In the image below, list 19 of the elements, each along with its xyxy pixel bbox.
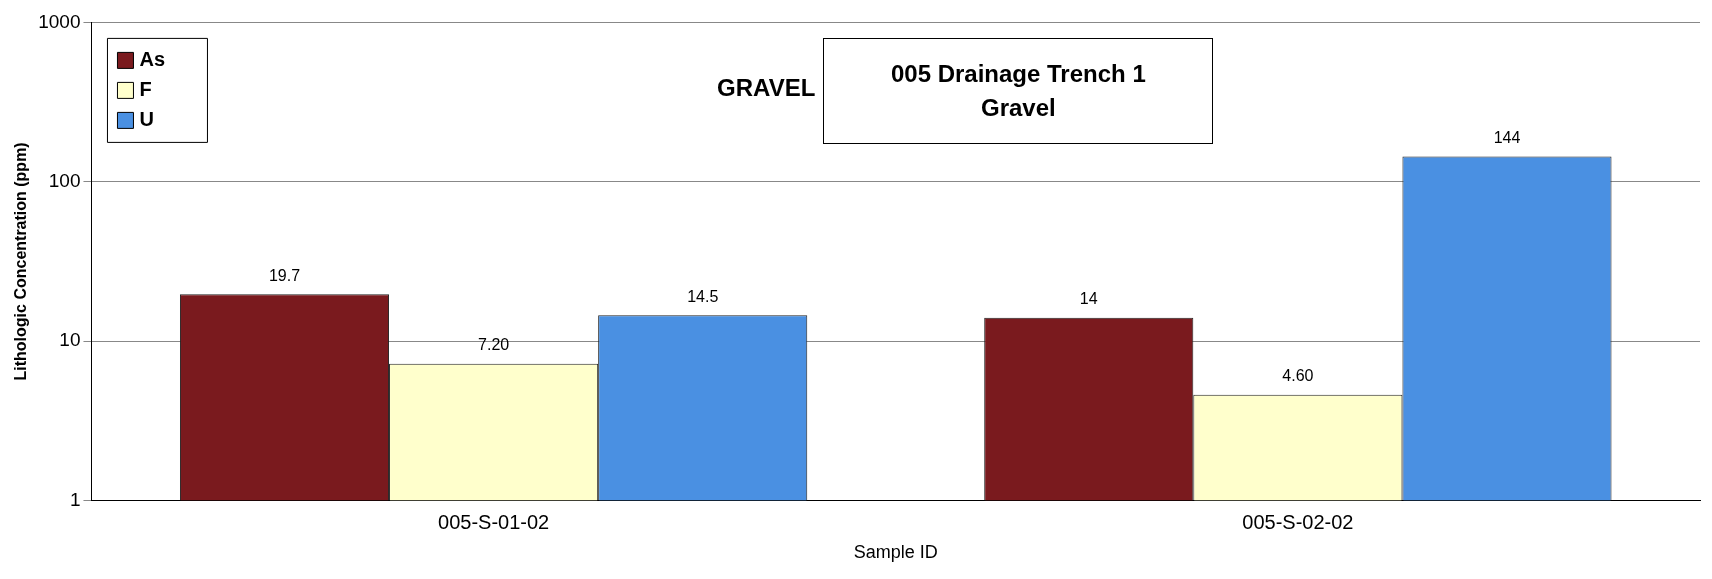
y-axis-title: Lithologic Concentration (ppm) xyxy=(12,142,30,381)
data-label: 4.60 xyxy=(1282,367,1314,385)
x-axis-title: Sample ID xyxy=(853,542,938,563)
data-label: 14 xyxy=(1079,290,1098,308)
y-tick-label: 10 xyxy=(59,329,81,351)
legend-label: F xyxy=(139,77,152,100)
x-tick-label: 005-S-01-02 xyxy=(438,510,550,533)
y-tick-label: 1000 xyxy=(38,10,81,32)
text: GRAVEL xyxy=(717,74,816,102)
data-label: 19.7 xyxy=(268,266,301,284)
x-tick-label: 005-S-02-02 xyxy=(1242,510,1354,533)
data-label: 7.20 xyxy=(478,336,510,354)
y-tick-label: 1 xyxy=(69,488,81,510)
data-label: 14.5 xyxy=(687,287,719,305)
legend-label: U xyxy=(139,107,154,130)
data-label: 144 xyxy=(1493,128,1521,146)
y-tick-label: 100 xyxy=(48,169,81,191)
legend-label: As xyxy=(139,47,166,70)
text-box: 005 Drainage Trench 1 Gravel xyxy=(823,38,1214,145)
